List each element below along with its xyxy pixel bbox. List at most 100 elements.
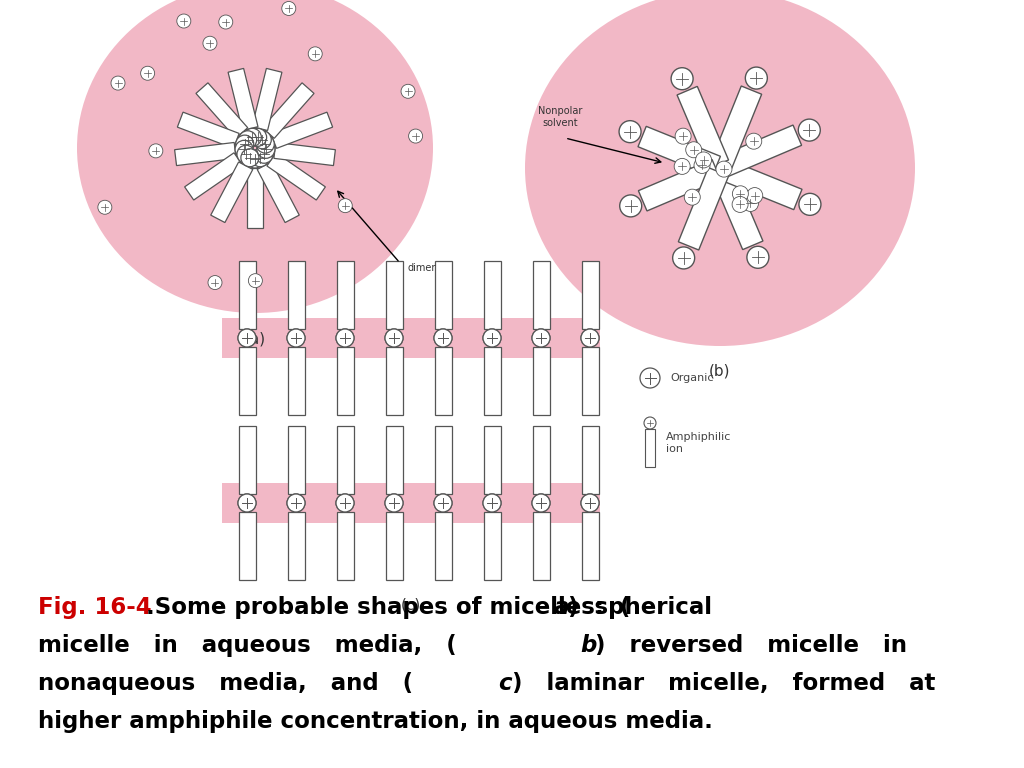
- FancyBboxPatch shape: [222, 483, 600, 523]
- FancyBboxPatch shape: [434, 512, 452, 580]
- FancyBboxPatch shape: [184, 153, 243, 200]
- Circle shape: [148, 144, 163, 158]
- Circle shape: [745, 133, 762, 149]
- FancyBboxPatch shape: [228, 68, 258, 131]
- Circle shape: [236, 135, 254, 153]
- Circle shape: [675, 128, 691, 144]
- Circle shape: [532, 329, 550, 347]
- Circle shape: [532, 494, 550, 512]
- FancyBboxPatch shape: [483, 347, 501, 415]
- Circle shape: [694, 157, 710, 174]
- Circle shape: [336, 494, 354, 512]
- Circle shape: [253, 131, 271, 149]
- FancyBboxPatch shape: [677, 86, 728, 169]
- FancyBboxPatch shape: [385, 512, 402, 580]
- Circle shape: [695, 152, 712, 168]
- Circle shape: [308, 47, 323, 61]
- Circle shape: [140, 66, 155, 80]
- Circle shape: [249, 128, 266, 147]
- FancyBboxPatch shape: [271, 112, 333, 148]
- Circle shape: [532, 494, 550, 512]
- FancyBboxPatch shape: [434, 347, 452, 415]
- FancyBboxPatch shape: [288, 426, 304, 494]
- FancyBboxPatch shape: [239, 512, 256, 580]
- FancyBboxPatch shape: [211, 162, 253, 223]
- Text: Fig. 16-4: Fig. 16-4: [38, 596, 152, 619]
- FancyBboxPatch shape: [678, 167, 729, 250]
- Circle shape: [434, 494, 452, 512]
- Circle shape: [208, 276, 222, 290]
- FancyBboxPatch shape: [483, 426, 501, 494]
- Text: Nonpolar
solvent: Nonpolar solvent: [538, 107, 583, 128]
- FancyBboxPatch shape: [177, 112, 240, 148]
- FancyBboxPatch shape: [638, 126, 721, 177]
- Circle shape: [287, 329, 305, 347]
- Text: c: c: [498, 672, 512, 695]
- Circle shape: [251, 149, 269, 167]
- Ellipse shape: [525, 0, 915, 346]
- Circle shape: [581, 329, 599, 347]
- Circle shape: [401, 84, 415, 98]
- FancyBboxPatch shape: [582, 261, 598, 329]
- Circle shape: [434, 494, 452, 512]
- FancyBboxPatch shape: [532, 426, 550, 494]
- Text: (b): (b): [710, 364, 731, 379]
- Circle shape: [684, 189, 700, 205]
- Circle shape: [434, 329, 452, 347]
- Text: b: b: [580, 634, 596, 657]
- Circle shape: [336, 329, 354, 347]
- Circle shape: [483, 329, 501, 347]
- Text: micelle   in   aqueous   media,   (: micelle in aqueous media, (: [38, 634, 457, 657]
- FancyBboxPatch shape: [483, 261, 501, 329]
- FancyBboxPatch shape: [239, 426, 256, 494]
- Text: )   reversed   micelle   in: ) reversed micelle in: [595, 634, 907, 657]
- FancyBboxPatch shape: [638, 160, 721, 211]
- Text: dimer: dimer: [408, 263, 436, 273]
- FancyBboxPatch shape: [337, 426, 353, 494]
- Circle shape: [620, 195, 642, 217]
- FancyBboxPatch shape: [257, 162, 299, 223]
- Circle shape: [238, 329, 256, 347]
- FancyBboxPatch shape: [385, 261, 402, 329]
- Circle shape: [287, 494, 305, 512]
- Circle shape: [239, 131, 257, 149]
- Circle shape: [111, 76, 125, 90]
- FancyBboxPatch shape: [337, 512, 353, 580]
- Circle shape: [287, 494, 305, 512]
- Circle shape: [255, 145, 273, 164]
- Text: higher amphiphile concentration, in aqueous media.: higher amphiphile concentration, in aque…: [38, 710, 713, 733]
- Circle shape: [98, 200, 112, 214]
- Circle shape: [238, 329, 256, 347]
- Circle shape: [746, 187, 763, 204]
- Circle shape: [799, 194, 821, 215]
- Circle shape: [742, 196, 759, 211]
- FancyBboxPatch shape: [582, 512, 598, 580]
- Circle shape: [338, 199, 352, 213]
- Circle shape: [483, 329, 501, 347]
- FancyBboxPatch shape: [196, 83, 248, 138]
- Circle shape: [236, 141, 253, 158]
- FancyBboxPatch shape: [712, 86, 762, 168]
- FancyBboxPatch shape: [239, 347, 256, 415]
- Circle shape: [644, 417, 656, 429]
- Circle shape: [385, 329, 403, 347]
- Circle shape: [257, 141, 274, 158]
- FancyBboxPatch shape: [720, 125, 802, 177]
- Circle shape: [219, 15, 232, 29]
- Circle shape: [177, 14, 190, 28]
- FancyBboxPatch shape: [337, 261, 353, 329]
- Circle shape: [640, 368, 660, 388]
- Circle shape: [581, 329, 599, 347]
- FancyBboxPatch shape: [385, 426, 402, 494]
- FancyBboxPatch shape: [288, 512, 304, 580]
- Circle shape: [336, 329, 354, 347]
- FancyBboxPatch shape: [262, 83, 314, 138]
- Circle shape: [237, 145, 255, 164]
- Text: .Some probable shapes of micelles:  (: .Some probable shapes of micelles: (: [146, 596, 631, 619]
- Circle shape: [256, 135, 274, 153]
- Circle shape: [799, 119, 820, 141]
- FancyBboxPatch shape: [532, 347, 550, 415]
- Circle shape: [246, 150, 264, 168]
- Circle shape: [409, 129, 423, 143]
- Circle shape: [732, 197, 749, 213]
